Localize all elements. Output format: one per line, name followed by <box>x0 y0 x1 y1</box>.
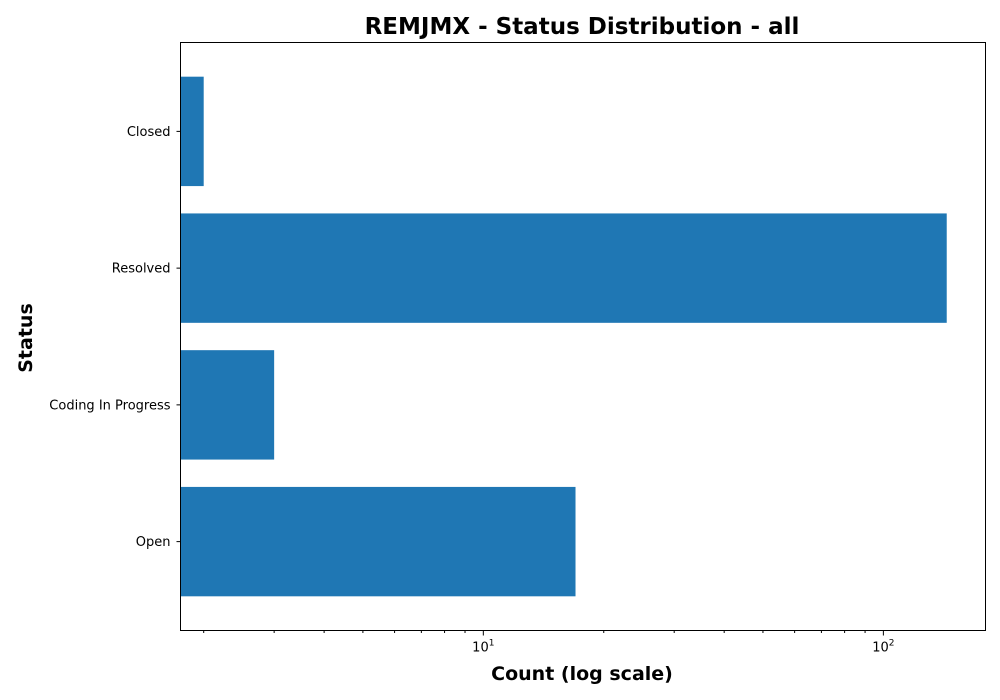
x-tick-label: 101 <box>472 639 494 656</box>
bar-closed <box>180 76 204 187</box>
y-tick-label-open: Open <box>136 535 171 550</box>
bar-coding-in-progress <box>180 350 275 460</box>
plot-frame <box>180 42 986 631</box>
bar-open <box>180 486 576 597</box>
x-axis-ticks: 101 102 <box>203 630 895 656</box>
x-axis-label: Count (log scale) <box>491 663 673 685</box>
y-axis-label: Status <box>15 303 37 373</box>
bars <box>180 76 947 597</box>
y-tick-label-resolved: Resolved <box>112 262 171 277</box>
y-tick-label-closed: Closed <box>127 125 171 140</box>
x-tick-label: 102 <box>872 639 894 656</box>
y-tick-label-coding-in-progress: Coding In Progress <box>49 398 170 413</box>
bar-resolved <box>180 213 947 323</box>
chart-title: REMJMX - Status Distribution - all <box>365 14 800 40</box>
y-axis-ticks: Open Coding In Progress Resolved Closed <box>49 125 181 550</box>
